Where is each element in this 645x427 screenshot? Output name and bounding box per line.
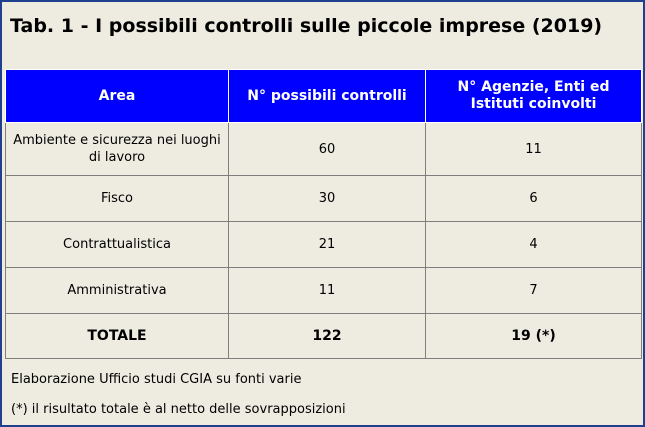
total-row: TOTALE 122 19 (*) bbox=[5, 313, 642, 359]
cell-agencies: 7 bbox=[425, 267, 642, 314]
cell-area: Contrattualistica bbox=[5, 221, 229, 268]
table-row: Amministrativa 11 7 bbox=[5, 267, 642, 314]
table-row: Ambiente e sicurezza nei luoghi di lavor… bbox=[5, 122, 642, 176]
header-controls: N° possibili controlli bbox=[228, 69, 426, 123]
cell-controls: 30 bbox=[228, 175, 426, 222]
cell-area: Amministrativa bbox=[5, 267, 229, 314]
total-controls: 122 bbox=[228, 313, 426, 359]
cell-area: Fisco bbox=[5, 175, 229, 222]
total-agencies: 19 (*) bbox=[425, 313, 642, 359]
header-agencies: N° Agenzie, Enti ed Istituti coinvolti bbox=[425, 69, 642, 123]
table-row: Contrattualistica 21 4 bbox=[5, 221, 642, 268]
source-note: Elaborazione Ufficio studi CGIA su fonti… bbox=[11, 372, 302, 387]
cell-controls: 60 bbox=[228, 122, 426, 176]
cell-agencies: 11 bbox=[425, 122, 642, 176]
table-title: Tab. 1 - I possibili controlli sulle pic… bbox=[10, 15, 603, 37]
total-label: TOTALE bbox=[5, 313, 229, 359]
cell-area: Ambiente e sicurezza nei luoghi di lavor… bbox=[5, 122, 229, 176]
cell-controls: 11 bbox=[228, 267, 426, 314]
header-row: Area N° possibili controlli N° Agenzie, … bbox=[5, 69, 642, 123]
cell-agencies: 4 bbox=[425, 221, 642, 268]
table-row: Fisco 30 6 bbox=[5, 175, 642, 222]
cell-agencies: 6 bbox=[425, 175, 642, 222]
cell-controls: 21 bbox=[228, 221, 426, 268]
header-area: Area bbox=[5, 69, 229, 123]
footnote: (*) il risultato totale è al netto delle… bbox=[11, 402, 346, 417]
controls-table: Area N° possibili controlli N° Agenzie, … bbox=[5, 69, 642, 359]
